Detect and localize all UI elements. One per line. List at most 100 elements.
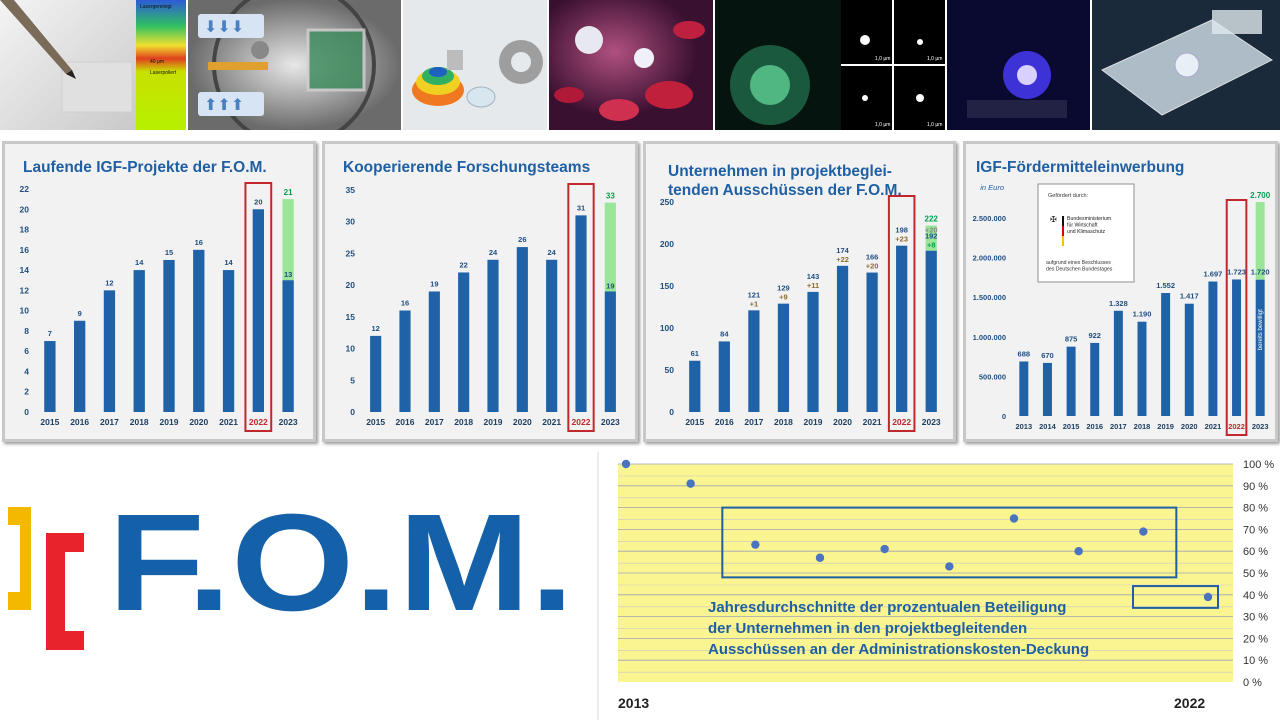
y-tick-label: 35 [346,185,356,195]
bar-value-label: 14 [224,258,233,267]
bar [1208,281,1218,416]
fom-logo: F.O.M. [0,455,590,715]
bar [836,265,849,412]
optical-lenses-photo [403,0,547,130]
y-tick-label: 80 % [1243,503,1268,515]
forecast-increment-label: +20 [925,226,938,235]
y-tick-label: 20 [346,280,356,290]
bar [1113,310,1123,416]
x-tick-label: 2017 [425,417,444,427]
x-tick-label: 2020 [833,417,852,427]
x-tick-label: 2019 [160,417,179,427]
highlight-box [1225,199,1248,436]
x-tick-label: 2015 [685,417,704,427]
forecast-total-label: 2.700 [1250,191,1271,200]
bar [546,259,558,412]
data-point [751,540,760,549]
inset-label-1: Lasergereinigt [140,4,172,10]
trend-chart-label: Jahresdurchschnitte der prozentualen Bet… [708,599,1090,658]
bar-value-label: 9 [78,309,82,318]
highlight-box [887,195,916,432]
x-tick-label: 2021 [219,417,238,427]
y-tick-label: 14 [20,265,30,275]
bar-value-label: 84 [720,329,729,338]
y-tick-label: 12 [20,285,30,295]
bar-value-label: 16 [195,238,203,247]
y-tick-label: 200 [660,239,674,249]
y-tick-label: 6 [24,346,29,356]
x-axis-start-label: 2013 [618,695,650,711]
bar [748,310,760,412]
flag-red [1062,226,1064,236]
y-tick-label: 15 [346,312,356,322]
bar [1232,279,1242,416]
x-tick-label: 2016 [70,417,89,427]
y-tick-label: 0 [24,407,29,417]
x-tick-label: 2019 [1157,422,1174,431]
x-tick-label: 2017 [100,417,119,427]
bar-value-label: 12 [371,324,379,333]
bar-value-label: 1.417 [1180,292,1199,301]
group-box-2022 [1132,585,1219,609]
bar [282,280,294,412]
y-axis-unit: in Euro [980,183,1004,192]
x-tick-label: 2016 [396,417,415,427]
y-tick-label: 30 [346,217,356,227]
x-tick-label: 2020 [1181,422,1198,431]
bar [1255,279,1265,416]
x-tick-label: 2023 [1252,422,1269,431]
bar [866,272,878,412]
x-axis-end-label: 2022 [1174,695,1206,711]
flag-black [1062,216,1064,226]
bar-chart-forschungsteams: 0 5 10 15 20 25 30 35 12 2015 16 2016 19 2017 22 2018 24… [346,183,620,432]
bar-value-label: 1.720 [1251,268,1270,277]
forecast-bar-segment [282,199,294,281]
bar [896,245,908,412]
eagle-icon: ✠ [1050,215,1057,224]
bar-value-label: 14 [135,258,144,267]
x-tick-label: 2021 [863,417,882,427]
bar [44,341,56,412]
bar [516,247,528,412]
x-tick-label: 2018 [130,417,149,427]
y-tick-label: 0 % [1243,677,1262,689]
x-tick-label: 2017 [1110,422,1127,431]
bar-value-label: 1.190 [1133,310,1152,319]
x-tick-label: 2014 [1039,422,1057,431]
flag-gold [1062,236,1064,246]
data-point [621,459,631,469]
bar [399,310,411,412]
y-tick-label: 250 [660,197,674,207]
x-tick-label: 2015 [40,417,59,427]
data-point [945,562,954,571]
y-tick-label: 8 [24,326,29,336]
bar-value-label: 875 [1065,335,1078,344]
bar [252,209,264,412]
data-point [1074,547,1083,556]
forecast-bar-segment [604,202,616,292]
bar [1042,362,1052,416]
bar-value-label: 24 [489,248,498,257]
bar-value-label: 20 [254,197,262,206]
y-tick-label: 50 % [1243,568,1268,580]
x-tick-label: 2020 [189,417,208,427]
y-tick-label: 100 % [1243,459,1274,471]
logo-yellow-bracket [8,507,31,610]
forecast-total-label: 21 [284,188,293,197]
chart-panel-foerdermittel: IGF-Fördermitteleinwerbung 0 500.000 1.000… [963,141,1278,442]
forecast-total-label: 33 [606,192,615,201]
funding-note-box [1037,183,1135,283]
svg-text:⬆⬆⬆: ⬆⬆⬆ [204,97,244,114]
bar [1090,342,1100,416]
y-tick-label: 70 % [1243,524,1268,536]
blue-light-optics-photo [947,0,1090,130]
chart-title: IGF-Fördermitteleinwerbung [976,159,1185,176]
bar [604,291,616,412]
bar [487,259,499,412]
inset-label-2: 40 µm [150,59,164,65]
bar-value-label: 13 [284,270,292,279]
bar-increment-label: +20 [866,262,879,271]
highlight-box [567,183,595,432]
x-tick-label: 2019 [484,417,503,427]
x-tick-label: 2018 [774,417,793,427]
